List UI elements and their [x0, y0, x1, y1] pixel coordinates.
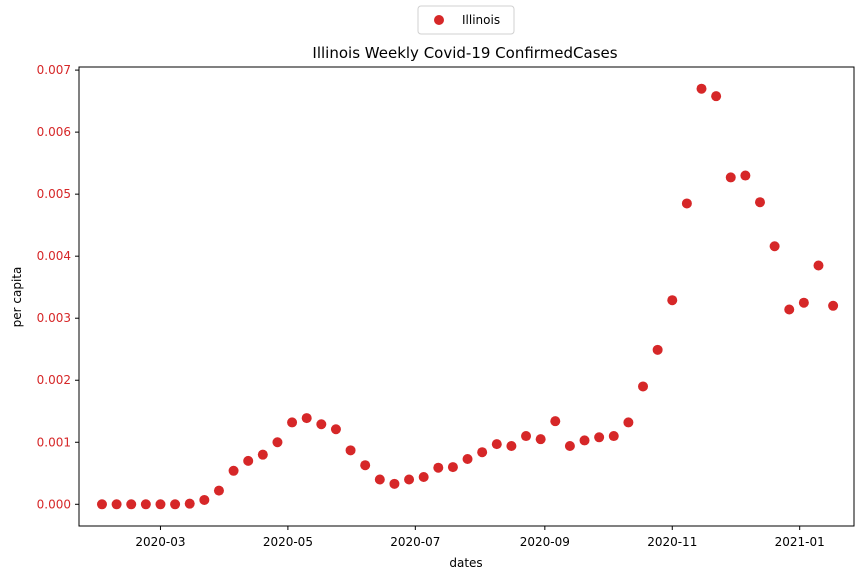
- data-point: [126, 499, 137, 510]
- legend: Illinois: [417, 5, 515, 35]
- chart-title: Illinois Weekly Covid-19 ConfirmedCases: [312, 44, 617, 62]
- data-point: [199, 494, 210, 505]
- y-tick-label: 0.005: [37, 187, 71, 201]
- x-tick-label: 2020-05: [263, 535, 313, 549]
- legend-label: Illinois: [462, 13, 500, 27]
- data-point: [287, 417, 298, 428]
- data-point: [360, 460, 371, 471]
- data-point: [594, 432, 605, 443]
- data-point: [447, 462, 458, 473]
- data-point: [813, 260, 824, 271]
- data-point: [433, 462, 444, 473]
- x-axis-label: dates: [449, 556, 482, 570]
- data-point: [579, 435, 590, 446]
- data-point: [535, 434, 546, 445]
- data-point: [272, 437, 283, 448]
- legend-marker: [434, 15, 444, 25]
- data-point: [784, 304, 795, 315]
- x-tick-label: 2020-11: [647, 535, 697, 549]
- y-axis-label: per capita: [10, 267, 24, 328]
- plot-area: [78, 66, 855, 527]
- data-point: [389, 478, 400, 489]
- data-point: [740, 170, 751, 181]
- data-point: [828, 300, 839, 311]
- data-point: [140, 499, 151, 510]
- data-point: [301, 413, 312, 424]
- data-point: [243, 455, 254, 466]
- x-tick-label: 2021-01: [775, 535, 825, 549]
- data-point: [725, 172, 736, 183]
- data-point: [96, 499, 107, 510]
- data-point: [681, 198, 692, 209]
- data-point: [170, 499, 181, 510]
- data-point: [418, 471, 429, 482]
- data-point: [374, 474, 385, 485]
- data-point: [798, 297, 809, 308]
- y-tick-label: 0.006: [37, 125, 71, 139]
- y-tick-label: 0.007: [37, 63, 71, 77]
- x-axis: 2020-03 2020-05 2020-07 2020-09 2020-11 2021-…: [135, 526, 825, 549]
- data-point: [711, 91, 722, 102]
- x-tick-label: 2020-03: [135, 535, 185, 549]
- data-point: [638, 381, 649, 392]
- data-point: [345, 445, 356, 456]
- data-point: [257, 449, 268, 460]
- data-point: [330, 424, 341, 435]
- data-point: [521, 431, 532, 442]
- legend-box: [417, 5, 515, 35]
- data-point: [155, 499, 166, 510]
- data-point: [564, 440, 575, 451]
- x-tick-label: 2020-07: [390, 535, 440, 549]
- data-point: [506, 440, 517, 451]
- data-point: [667, 295, 678, 306]
- y-tick-label: 0.002: [37, 373, 71, 387]
- data-point: [769, 241, 780, 252]
- data-point: [608, 431, 619, 442]
- data-point: [228, 465, 239, 476]
- data-point: [550, 416, 561, 427]
- data-point: [184, 498, 195, 509]
- data-point: [754, 197, 765, 208]
- data-point: [623, 417, 634, 428]
- data-point: [652, 344, 663, 355]
- y-tick-label: 0.000: [37, 497, 71, 511]
- data-point: [462, 454, 473, 465]
- y-tick-label: 0.003: [37, 311, 71, 325]
- data-point: [111, 499, 122, 510]
- data-point: [404, 474, 415, 485]
- data-point: [316, 419, 327, 430]
- y-axis: 0.000 0.001 0.002 0.003 0.004 0.005 0.006 0.007: [37, 63, 79, 511]
- data-point: [696, 83, 707, 94]
- y-tick-label: 0.004: [37, 249, 71, 263]
- data-points: [96, 83, 839, 510]
- data-point: [491, 439, 502, 450]
- x-tick-label: 2020-09: [520, 535, 570, 549]
- data-point: [213, 485, 224, 496]
- y-tick-label: 0.001: [37, 435, 71, 449]
- data-point: [477, 447, 488, 458]
